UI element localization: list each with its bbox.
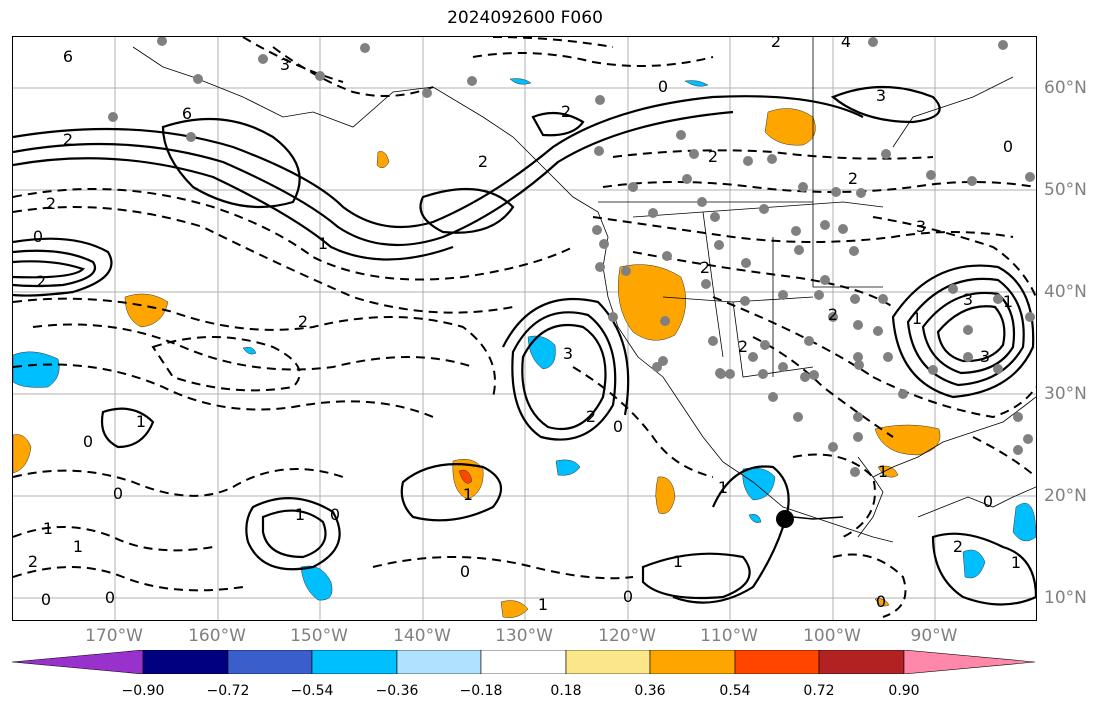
colorbar-segment (818, 650, 905, 674)
colorbar-tick: 0.54 (719, 683, 751, 699)
lat-label-20n: 20°N (1044, 486, 1087, 506)
colorbar-tick: −0.54 (290, 683, 334, 699)
colorbar-segment (565, 650, 651, 674)
colorbar-extend-max (903, 650, 1035, 674)
contour-label: 0 (113, 484, 123, 503)
contour-label: 1 (295, 505, 305, 524)
contour-label: 4 (841, 37, 851, 51)
lon-label-110w: 110°W (700, 626, 758, 646)
contour-label: 6 (63, 47, 73, 66)
station-markers (108, 37, 1035, 477)
colorbar-tick: −0.72 (206, 683, 250, 699)
contour-label: 3 (980, 347, 990, 366)
contour-label: 3 (280, 55, 290, 74)
colorbar-tick: −0.18 (459, 683, 503, 699)
contour-label: 1 (136, 412, 146, 431)
colorbar-tick: 0.36 (634, 683, 666, 699)
contour-label: 0 (83, 432, 93, 451)
contour-label: 2 (36, 272, 46, 291)
colorbar-extend-min (12, 650, 144, 674)
contour-label: 3 (963, 290, 973, 309)
contour-label: 1 (1003, 292, 1013, 311)
coastlines (132, 37, 1036, 543)
contour-label: 0 (330, 505, 340, 524)
contour-label: 2 (28, 552, 38, 571)
contour-label: 3 (876, 86, 886, 105)
colorbar (12, 650, 1035, 674)
contour-label: 3 (563, 344, 573, 363)
contour-label: 0 (658, 77, 668, 96)
lat-label-40n: 40°N (1044, 282, 1087, 302)
colorbar-tick: −0.90 (121, 683, 165, 699)
contour-label: 0 (1003, 137, 1013, 156)
colorbar-segment (734, 650, 820, 674)
lat-label-10n: 10°N (1044, 588, 1087, 608)
storm-center-marker (776, 510, 794, 528)
lat-label-50n: 50°N (1044, 180, 1087, 200)
contour-label: 2 (828, 305, 838, 324)
graticule (13, 37, 1036, 620)
contour-label: 0 (623, 587, 633, 606)
contour-label: 2 (46, 194, 56, 213)
colorbar-segment (480, 650, 567, 674)
contour-label: 1 (463, 485, 473, 504)
colorbar-segment (311, 650, 398, 674)
contour-label: 0 (983, 492, 993, 511)
contour-label: 0 (613, 417, 623, 436)
colorbar-segment (142, 650, 229, 674)
contour-label: 2 (953, 537, 963, 556)
contour-label: 1 (73, 537, 83, 556)
colorbar-segment (227, 650, 313, 674)
contour-label: 1 (43, 519, 53, 538)
colorbar-tick: 0.72 (803, 683, 835, 699)
contour-label: 3 (916, 217, 926, 236)
contour-label: 2 (586, 407, 596, 426)
contour-label: 2 (298, 312, 308, 331)
contour-label: 2 (63, 130, 73, 149)
contour-label: 1 (318, 234, 328, 253)
colorbar-tick: 0.18 (550, 683, 582, 699)
colorbar-segment (396, 650, 482, 674)
contour-label: 6 (182, 104, 192, 123)
contour-label: 2 (848, 169, 858, 188)
lon-label-120w: 120°W (598, 626, 656, 646)
contour-label: 0 (41, 590, 51, 609)
contour-label: 1 (673, 552, 683, 571)
contour-label: 2 (478, 152, 488, 171)
contour-label: 2 (738, 337, 748, 356)
colorbar-tick: −0.36 (375, 683, 419, 699)
contour-label: 1 (912, 309, 922, 328)
lon-label-150w: 150°W (290, 626, 348, 646)
contour-label: 2 (708, 147, 718, 166)
contour-label: 0 (105, 588, 115, 607)
contour-label: 2 (771, 37, 781, 51)
lon-label-100w: 100°W (803, 626, 861, 646)
lat-label-60n: 60°N (1044, 78, 1087, 98)
lon-label-130w: 130°W (495, 626, 553, 646)
contour-label: 0 (33, 227, 43, 246)
lon-label-90w: 90°W (910, 626, 958, 646)
storm-track (792, 516, 844, 520)
lon-label-140w: 140°W (393, 626, 451, 646)
contour-label: 2 (700, 258, 710, 277)
contour-label: 1 (878, 462, 888, 481)
contour-label: 1 (1011, 553, 1021, 572)
contour-label: 2 (561, 102, 571, 121)
contour-label: 0 (460, 562, 470, 581)
lon-label-160w: 160°W (188, 626, 246, 646)
lat-label-30n: 30°N (1044, 384, 1087, 404)
anomaly-shading (13, 78, 1036, 618)
contour-label: 0 (876, 592, 886, 611)
contour-labels: 6 3 6 2 2 1 2 0 2 1 0 2 2 0 3 2 4 2 3 0 … (28, 37, 1021, 614)
lon-label-170w: 170°W (85, 626, 143, 646)
colorbar-segment (649, 650, 736, 674)
colorbar-tick: 0.90 (888, 683, 920, 699)
map-canvas: 6 3 6 2 2 1 2 0 2 1 0 2 2 0 3 2 4 2 3 0 … (13, 37, 1036, 620)
map-panel: 6 3 6 2 2 1 2 0 2 1 0 2 2 0 3 2 4 2 3 0 … (12, 36, 1037, 621)
contour-label: 1 (538, 595, 548, 614)
map-title: 2024092600 F060 (447, 8, 603, 28)
contour-label: 1 (718, 478, 728, 497)
